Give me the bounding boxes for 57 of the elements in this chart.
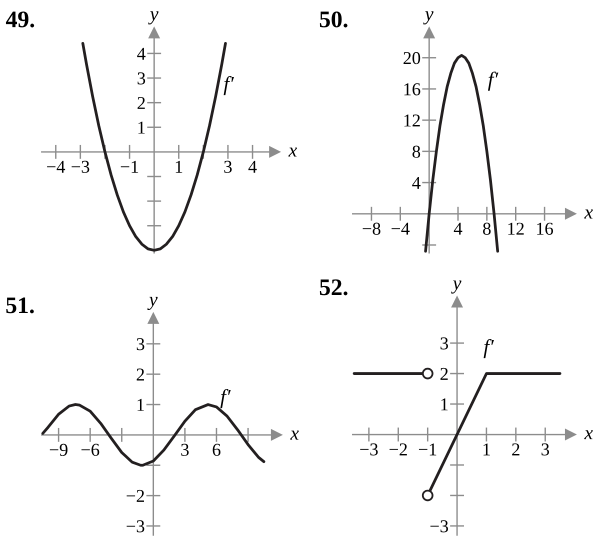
y-tick-label: −2 <box>126 490 144 502</box>
chart-title: 49. <box>6 12 34 28</box>
y-tick-label: 1 <box>441 398 448 410</box>
y-tick-label: 3 <box>440 337 448 350</box>
annotation: f′ <box>488 72 498 91</box>
y-tick-label: 2 <box>440 368 448 380</box>
y-tick-label: 1 <box>138 398 144 411</box>
annotation: f′ <box>484 339 494 358</box>
chart-title: 52. <box>320 279 348 296</box>
y-tick-label: 4 <box>137 48 146 60</box>
x-axis-title: x <box>584 430 593 440</box>
y-tick-label: 4 <box>412 176 421 189</box>
y-axis-title: y <box>148 11 158 24</box>
x-axis-title: x <box>290 430 299 440</box>
x-tick-label: −4 <box>392 222 410 235</box>
y-axis-title: y <box>451 280 462 294</box>
y-tick-label: 1 <box>138 122 145 134</box>
chart-title: 51. <box>6 297 34 314</box>
x-tick-label: 12 <box>508 222 524 235</box>
x-tick-label: −1 <box>418 443 436 456</box>
x-tick-label: −1 <box>120 160 138 173</box>
x-tick-label: 6 <box>212 444 220 456</box>
x-tick-label: 3 <box>542 443 550 456</box>
annotation: f′ <box>220 388 231 408</box>
x-tick-label: 1 <box>484 443 490 456</box>
x-tick-label: 2 <box>512 443 520 456</box>
x-axis-title: x <box>584 210 593 218</box>
y-tick-label: 2 <box>136 368 144 380</box>
y-axis-title: y <box>423 11 434 24</box>
x-tick-label: 8 <box>483 222 491 235</box>
x-tick-label: −9 <box>50 444 68 456</box>
x-tick-label: 3 <box>181 444 189 456</box>
x-tick-label: 4 <box>454 222 462 235</box>
y-tick-label: 2 <box>138 96 145 109</box>
x-tick-label: −6 <box>81 444 100 456</box>
y-tick-label: 3 <box>136 338 144 350</box>
chart-title: 50. <box>320 11 348 28</box>
y-axis-title: y <box>147 296 158 310</box>
x-tick-label: 3 <box>224 160 232 173</box>
y-tick-label: −3 <box>126 520 144 532</box>
x-tick-label: −4 <box>47 160 66 173</box>
y-tick-label: 12 <box>404 114 420 126</box>
y-tick-label: 3 <box>138 72 146 84</box>
x-tick-label: −8 <box>362 222 380 235</box>
x-tick-label: −3 <box>72 160 90 173</box>
x-axis-title: x <box>288 148 298 157</box>
x-tick-label: 16 <box>537 222 554 235</box>
x-tick-label: 1 <box>176 160 182 173</box>
x-tick-label: −3 <box>360 443 378 456</box>
y-tick-label: 8 <box>412 146 420 158</box>
y-tick-label: 16 <box>404 83 420 96</box>
x-tick-label: 4 <box>248 160 257 173</box>
y-tick-label: −3 <box>430 520 448 532</box>
x-tick-label: −2 <box>390 443 407 456</box>
y-tick-label: 20 <box>404 52 420 64</box>
line-series <box>424 54 500 253</box>
annotation: f′ <box>224 76 234 96</box>
